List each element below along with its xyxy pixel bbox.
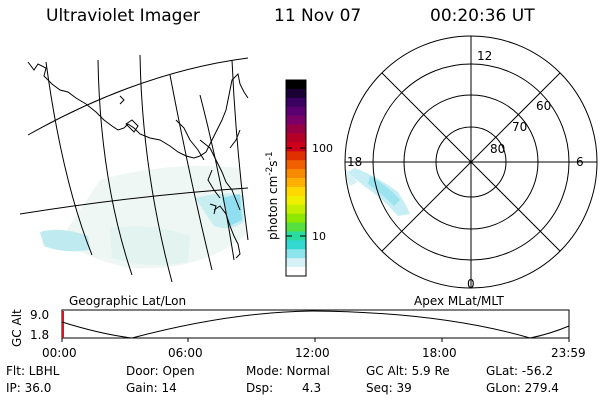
colorbar-cell xyxy=(286,195,306,206)
colorbar-cell xyxy=(286,106,306,117)
time-tick-0: 00:00 xyxy=(42,346,77,360)
seq-info: Seq: 39 xyxy=(366,381,412,395)
colorbar-cell xyxy=(286,249,306,259)
filter-info: Flt: LBHL xyxy=(6,364,60,378)
colorbar-cell xyxy=(286,178,306,188)
colorbar-cell xyxy=(286,151,306,161)
gc-alt-info: GC Alt: 5.9 Re xyxy=(366,364,450,378)
geo-coastlines xyxy=(27,61,249,259)
colorbar-cell xyxy=(286,186,306,197)
dsp-label: Dsp: xyxy=(246,381,274,395)
colorbar-cell xyxy=(286,231,306,241)
colorbar-cell xyxy=(286,213,306,224)
colorbar-cell xyxy=(286,204,306,215)
time-tick-1: 06:00 xyxy=(168,346,203,360)
mlt-6-label: 6 xyxy=(576,155,584,169)
orbit-y-bottom: 1.8 xyxy=(30,328,49,342)
colorbar-tick-10: 10 xyxy=(312,230,326,243)
colorbar: 100 10 photon cm-2s-1 xyxy=(265,79,333,277)
colorbar-cell xyxy=(286,124,306,135)
colorbar-cell xyxy=(286,88,306,99)
geo-panel-label: Geographic Lat/Lon xyxy=(69,294,187,308)
mlt-12-label: 12 xyxy=(477,49,492,63)
instrument-title: Ultraviolet Imager xyxy=(46,6,200,26)
gain-info: Gain: 14 xyxy=(126,381,177,395)
mode-info: Mode: Normal xyxy=(246,364,330,378)
altitude-curve xyxy=(61,310,570,339)
colorbar-cell xyxy=(286,222,306,233)
colorbar-cell xyxy=(286,160,306,170)
colorbar-cell xyxy=(286,97,306,108)
glon-info: GLon: 279.4 xyxy=(486,381,559,395)
mlt-0-label: 0 xyxy=(467,277,475,291)
colorbar-unit-label: photon cm-2s-1 xyxy=(265,151,280,240)
glat-info: GLat: -56.2 xyxy=(486,364,553,378)
colorbar-cell xyxy=(286,80,306,90)
ip-info: IP: 36.0 xyxy=(6,381,52,395)
observation-time: 00:20:36 UT xyxy=(430,6,535,26)
polar-panel-label: Apex MLat/MLT xyxy=(414,294,504,308)
colorbar-cell xyxy=(286,258,306,268)
mlat-80-label: 80 xyxy=(490,142,505,156)
colorbar-tick-100: 100 xyxy=(312,142,333,155)
orbit-plot: GC Alt 9.0 1.8 xyxy=(10,308,570,347)
observation-date: 11 Nov 07 xyxy=(274,6,362,26)
colorbar-cell xyxy=(286,169,306,179)
door-info: Door: Open xyxy=(126,364,195,378)
geo-grid xyxy=(19,54,249,283)
mlt-18-label: 18 xyxy=(347,155,362,169)
time-tick-3: 18:00 xyxy=(422,346,457,360)
time-tick-2: 12:00 xyxy=(295,346,330,360)
polar-emission xyxy=(345,168,410,216)
polar-plot: 12 18 6 0 60 70 80 xyxy=(344,35,598,291)
mlat-60-label: 60 xyxy=(536,99,551,113)
colorbar-cell xyxy=(286,142,306,152)
orbit-y-top: 9.0 xyxy=(30,308,49,322)
current-time-marker xyxy=(62,311,64,338)
colorbar-cell xyxy=(286,240,306,250)
dsp-value: 4.3 xyxy=(302,381,322,395)
mlat-70-label: 70 xyxy=(512,120,527,134)
orbit-ylabel: GC Alt xyxy=(10,309,24,347)
colorbar-cell xyxy=(286,115,306,126)
colorbar-cell xyxy=(286,267,306,277)
colorbar-cell xyxy=(286,133,306,143)
geo-emission-field xyxy=(40,165,246,269)
time-tick-4: 23:59 xyxy=(551,346,586,360)
